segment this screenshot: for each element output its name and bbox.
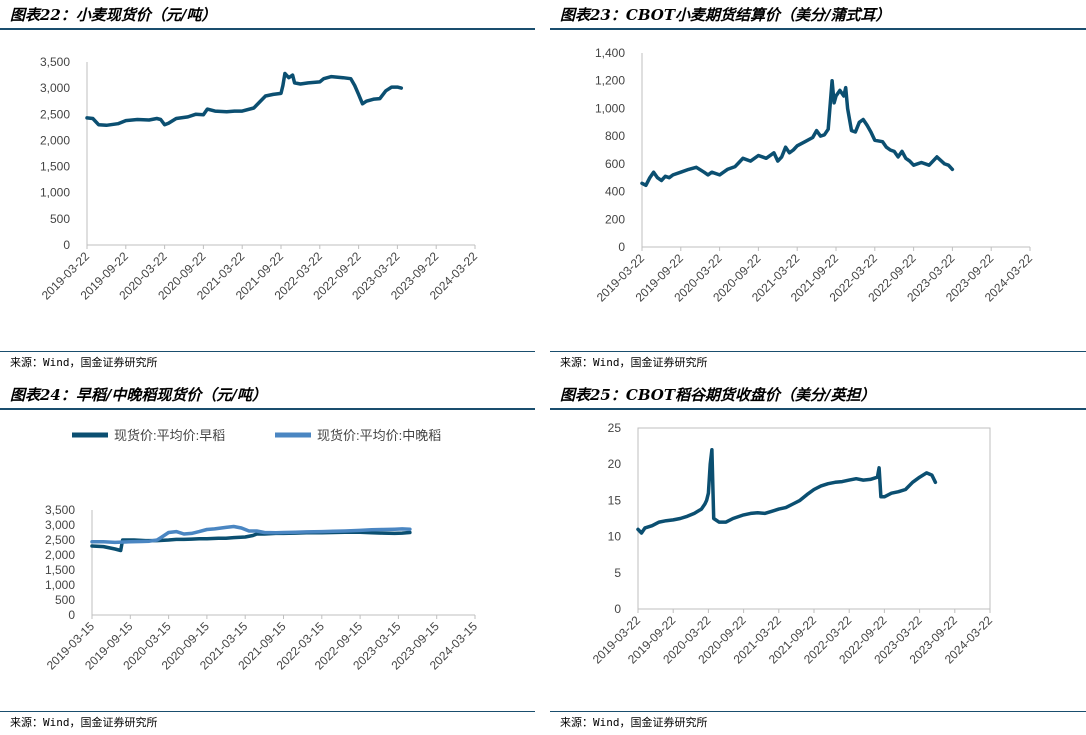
y-tick-label: 500 xyxy=(55,593,75,607)
y-tick-label: 1,400 xyxy=(595,46,625,60)
y-tick-label: 15 xyxy=(608,493,622,507)
chart-panel-rice-spot: 图表24：早稻/中晚稻现货价（元/吨） 0 500 1,000 1,500 2,000 2… xyxy=(0,380,535,735)
y-tick-label: 1,000 xyxy=(595,101,625,115)
chart-title: 图表25：CBOT稻谷期货收盘价（美分/英担） xyxy=(550,380,1086,410)
y-tick-label: 0 xyxy=(618,240,625,254)
y-tick-label: 1,000 xyxy=(45,578,75,592)
chart-panel-cbot-wheat: 图表23：CBOT小麦期货结算价（美分/蒲式耳） 0 200 400 600 800 1,… xyxy=(550,0,1086,372)
y-tick-label: 1,200 xyxy=(595,74,625,88)
y-tick-label: 3,000 xyxy=(45,518,75,532)
y-tick-label: 800 xyxy=(605,129,625,143)
y-tick-label: 3,000 xyxy=(40,81,70,95)
y-tick-label: 20 xyxy=(608,457,622,471)
chart-cbot-rice: 05101520252019-03-222019-09-222020-03-22… xyxy=(590,421,996,667)
divider xyxy=(550,351,1086,352)
source-note: 来源：Wind，国金证券研究所 xyxy=(560,716,708,729)
plot-frame xyxy=(637,427,991,610)
y-tick-label: 2,500 xyxy=(45,533,75,547)
divider xyxy=(0,351,535,352)
chart-title: 图表24：早稻/中晚稻现货价（元/吨） xyxy=(0,380,535,410)
source-note: 来源：Wind，国金证券研究所 xyxy=(10,716,158,729)
y-tick-label: 3,500 xyxy=(45,503,75,517)
series-line-0 xyxy=(640,78,955,188)
chart-cbot-wheat: 02004006008001,0001,2001,4002019-03-2220… xyxy=(594,46,1036,305)
y-tick-label: 1,500 xyxy=(45,563,75,577)
y-tick-label: 2,000 xyxy=(40,133,70,147)
chart-wheat-spot: 05001,0001,5002,0002,5003,0003,5002019-0… xyxy=(39,55,481,303)
y-tick-label: 1,500 xyxy=(40,160,70,174)
series-line-0 xyxy=(636,447,938,535)
y-tick-label: 500 xyxy=(50,212,70,226)
chart-title: 图表23：CBOT小麦期货结算价（美分/蒲式耳） xyxy=(550,0,1086,30)
y-tick-label: 2,000 xyxy=(45,548,75,562)
y-tick-label: 0 xyxy=(63,238,70,252)
source-note: 来源：Wind，国金证券研究所 xyxy=(560,356,708,369)
chart-title: 图表22：小麦现货价（元/吨） xyxy=(0,0,535,30)
y-tick-label: 10 xyxy=(608,530,622,544)
divider xyxy=(550,711,1086,712)
chart-rice-spot: 05001,0001,5002,0002,5003,0003,5002019-0… xyxy=(44,428,481,673)
series-line-0 xyxy=(85,71,404,128)
y-tick-label: 400 xyxy=(605,185,625,199)
legend-label: 现货价:平均价:早稻 xyxy=(114,428,225,443)
y-tick-label: 2,500 xyxy=(40,107,70,121)
y-tick-label: 25 xyxy=(608,421,622,435)
y-tick-label: 200 xyxy=(605,212,625,226)
series-line-1 xyxy=(90,524,412,545)
y-tick-label: 0 xyxy=(614,602,621,616)
y-tick-label: 3,500 xyxy=(40,55,70,69)
legend-label: 现货价:平均价:中晚稻 xyxy=(317,428,441,443)
y-tick-label: 1,000 xyxy=(40,186,70,200)
source-note: 来源：Wind，国金证券研究所 xyxy=(10,356,158,369)
y-tick-label: 0 xyxy=(68,608,75,622)
y-tick-label: 5 xyxy=(614,566,621,580)
y-tick-label: 600 xyxy=(605,157,625,171)
divider xyxy=(0,711,535,712)
chart-panel-cbot-rice: 图表25：CBOT稻谷期货收盘价（美分/英担） 0 5 10 15 20 25 2019-0… xyxy=(550,380,1086,735)
chart-panel-wheat-spot: 图表22：小麦现货价（元/吨） 0 500 1,000 1,500 2,000 2,500… xyxy=(0,0,535,372)
